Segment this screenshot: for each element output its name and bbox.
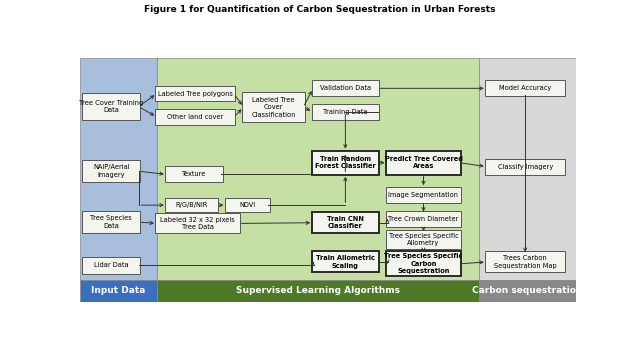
Text: Model Accuracy: Model Accuracy [499,85,551,91]
FancyBboxPatch shape [386,211,461,227]
FancyBboxPatch shape [312,251,379,273]
Text: Tree Species Specific
Carbon
Sequestration: Tree Species Specific Carbon Sequestrati… [384,253,463,274]
FancyBboxPatch shape [242,92,305,122]
FancyBboxPatch shape [165,166,223,182]
Bar [80,280,157,302]
FancyBboxPatch shape [156,214,240,233]
Text: Figure 1 for Quantification of Carbon Sequestration in Urban Forests: Figure 1 for Quantification of Carbon Se… [144,5,496,14]
Text: Classify Imagery: Classify Imagery [497,164,553,170]
FancyBboxPatch shape [83,211,140,233]
FancyBboxPatch shape [312,104,379,120]
Bar [157,280,479,302]
Text: NDVI: NDVI [239,202,255,208]
FancyBboxPatch shape [386,251,461,276]
Text: Labeled Tree
Cover
Classification: Labeled Tree Cover Classification [252,97,296,118]
Text: Tree Species Specific
Allometry: Tree Species Specific Allometry [388,233,458,246]
Text: Supervised Learning Algorithms: Supervised Learning Algorithms [236,286,400,295]
Text: Image Segmentation: Image Segmentation [388,192,458,198]
FancyBboxPatch shape [156,109,236,125]
Bar [479,280,576,302]
Text: Validation Data: Validation Data [320,85,371,91]
Text: Train Allometric
Scaling: Train Allometric Scaling [316,255,375,268]
FancyBboxPatch shape [386,231,461,249]
FancyBboxPatch shape [485,251,565,273]
Bar [80,58,157,280]
FancyBboxPatch shape [83,257,140,274]
FancyBboxPatch shape [312,151,379,175]
Text: Other land cover: Other land cover [167,114,223,120]
Text: Carbon sequestration: Carbon sequestration [472,286,583,295]
Text: Train Random
Forest Classifier: Train Random Forest Classifier [315,156,376,170]
FancyBboxPatch shape [312,80,379,96]
FancyBboxPatch shape [225,198,270,213]
FancyBboxPatch shape [83,160,140,182]
Text: R/G/B/NIR: R/G/B/NIR [175,202,208,208]
FancyBboxPatch shape [83,94,140,120]
FancyBboxPatch shape [386,187,461,203]
Text: Train CNN
Classifier: Train CNN Classifier [327,216,364,230]
Text: Trees Carbon
Sequestration Map: Trees Carbon Sequestration Map [494,255,557,268]
FancyBboxPatch shape [312,212,379,233]
FancyBboxPatch shape [165,198,218,213]
Bar [479,58,576,280]
FancyBboxPatch shape [485,159,565,175]
FancyBboxPatch shape [156,85,236,101]
Text: Training Data: Training Data [323,109,367,115]
Text: Labeled 32 x 32 pixels
Tree Data: Labeled 32 x 32 pixels Tree Data [161,217,235,230]
Text: Lidar Data: Lidar Data [94,262,129,268]
Text: Predict Tree Covered
Areas: Predict Tree Covered Areas [385,156,463,170]
FancyBboxPatch shape [485,80,565,96]
Text: NAIP/Aerial
Imagery: NAIP/Aerial Imagery [93,164,129,178]
Text: Labeled Tree polygons: Labeled Tree polygons [158,91,233,97]
Text: Input Data: Input Data [92,286,146,295]
Text: Texture: Texture [182,172,206,177]
Text: Tree Crown Diameter: Tree Crown Diameter [388,216,459,222]
Bar [157,58,479,280]
Text: Tree Cover Training
Data: Tree Cover Training Data [79,100,143,113]
FancyBboxPatch shape [386,151,461,175]
Text: Tree Species
Data: Tree Species Data [90,215,132,229]
